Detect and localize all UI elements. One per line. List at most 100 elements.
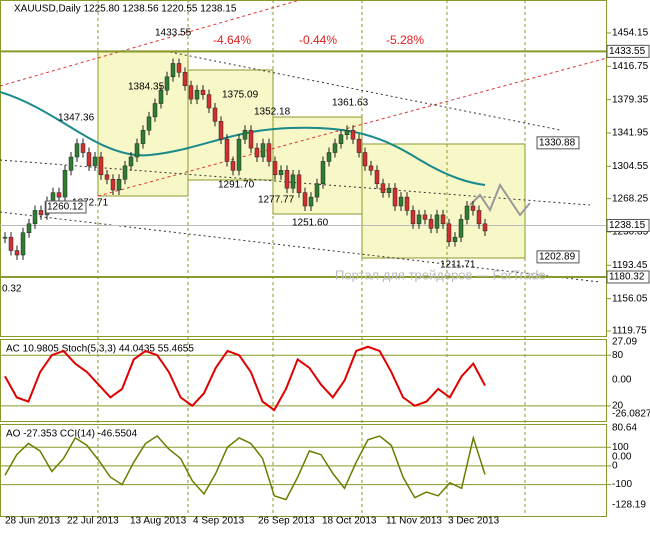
candle [188, 85, 194, 100]
candle [284, 170, 290, 189]
candle [344, 130, 350, 135]
candle [224, 138, 230, 162]
candle [242, 130, 248, 140]
candle [182, 72, 188, 86]
level-box [606, 44, 650, 58]
annotation-box [45, 200, 87, 214]
watermark: Портал для трейдеров — ForTrade [335, 267, 546, 282]
y-tick-label: 1268.25 [612, 193, 649, 204]
annotation: 0.32 [2, 284, 22, 295]
level-label: 1202.89 [539, 252, 576, 263]
y-tick-label: 1341.95 [612, 128, 649, 139]
candle [404, 196, 410, 211]
candle [74, 143, 80, 158]
candle [290, 174, 296, 189]
annotation: 1352.18 [254, 107, 291, 118]
level-box [606, 270, 650, 284]
percent-label: -0.44% [299, 33, 337, 47]
y-tick-label: 1454.15 [612, 28, 649, 39]
y-tick-label: 1119.75 [612, 326, 647, 337]
candle [122, 165, 128, 180]
candle [410, 210, 416, 225]
level-label: 1433.55 [609, 46, 646, 57]
y-tick-label: 0 [612, 461, 618, 472]
indicator-line [4, 435, 486, 501]
candle [56, 192, 62, 198]
candle [362, 152, 368, 167]
percent-label: -5.28% [386, 33, 424, 47]
candle [416, 214, 422, 225]
percent-label: -4.64% [213, 33, 251, 47]
axis-label: -128.19 [612, 500, 646, 511]
level-label: 1238.15 [609, 220, 646, 231]
candle [380, 183, 386, 193]
x-tick-label: 4 Sep 2013 [193, 516, 245, 527]
candle [434, 214, 440, 229]
candle [170, 63, 176, 78]
candle [104, 174, 110, 180]
candle [230, 161, 236, 171]
y-tick-label: 1304.55 [612, 161, 649, 172]
candle [326, 152, 332, 162]
candle [464, 205, 470, 220]
annotation: 1347.36 [58, 113, 95, 124]
axis-label: 0.00 [612, 375, 632, 386]
candle [68, 156, 74, 171]
axis-label: 80.64 [612, 423, 637, 434]
candle [302, 192, 308, 207]
cci-panel [0, 424, 607, 517]
annotation: 1272.71 [72, 198, 109, 209]
y-tick-label: 80 [612, 350, 624, 361]
candle [476, 210, 482, 225]
candle [332, 143, 338, 153]
stoch-panel [0, 339, 607, 422]
candle [176, 63, 182, 73]
candle [32, 210, 38, 225]
annotation: 1291.70 [218, 180, 255, 191]
candle [266, 143, 272, 162]
candle [62, 170, 68, 198]
candle [152, 103, 158, 118]
candle [236, 138, 242, 171]
boxes [97, 51, 526, 259]
candle [134, 143, 140, 158]
axis-label: -26.0827 [612, 409, 650, 420]
candle [14, 250, 20, 256]
indicator-line [4, 345, 486, 412]
candle [296, 174, 302, 193]
candle [8, 236, 14, 251]
candle [20, 232, 26, 256]
candle [446, 223, 452, 242]
candle [272, 161, 278, 176]
annotation: 1375.09 [222, 90, 259, 101]
x-tick-label: 11 Nov 2013 [386, 516, 442, 527]
candle [398, 196, 404, 207]
candle [254, 147, 260, 158]
y-tick-label: 20 [612, 400, 624, 411]
candle [80, 143, 86, 153]
candle [482, 223, 488, 232]
candle [2, 236, 8, 239]
candle [356, 138, 362, 153]
candle [350, 130, 356, 140]
annotation: 1433.55 [155, 28, 192, 39]
level-label: 1180.32 [609, 272, 645, 283]
candle [140, 130, 146, 144]
x-tick-label: 3 Dec 2013 [448, 516, 500, 527]
candle [368, 165, 374, 171]
x-tick-label: 26 Sep 2013 [258, 516, 315, 527]
candle [206, 94, 212, 109]
candle [386, 187, 392, 193]
annotation: 1251.60 [292, 218, 329, 229]
candle [38, 210, 44, 216]
axis-label: 27.09 [612, 337, 637, 348]
x-tick-label: 13 Aug 2013 [130, 516, 187, 527]
candle [428, 219, 434, 229]
candle [50, 192, 56, 202]
panel-title: AC 10.9805 Stoch(5,3,3) 44.0435 55.4655 [6, 344, 194, 355]
candle [98, 156, 104, 176]
candle [146, 116, 152, 131]
candle [458, 219, 464, 238]
level-label: 1330.88 [539, 137, 576, 148]
y-tick-label: 1193.45 [612, 260, 648, 271]
